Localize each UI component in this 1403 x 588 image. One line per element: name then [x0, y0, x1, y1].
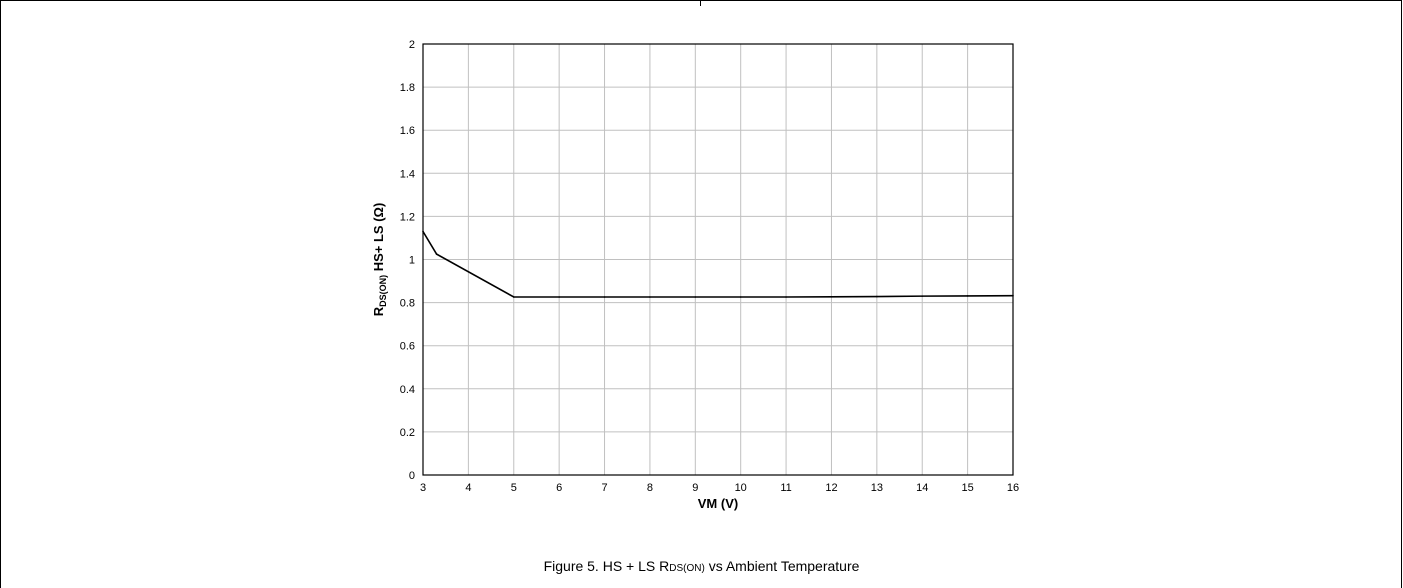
- table-divider: [700, 0, 701, 6]
- series-point: [435, 253, 438, 255]
- caption-suffix: vs Ambient Temperature: [704, 558, 860, 574]
- x-tick-label: 10: [735, 482, 747, 494]
- caption-prefix: Figure 5. HS + LS R: [543, 558, 670, 574]
- grid-layer: [422, 43, 1014, 476]
- series-point: [694, 296, 697, 298]
- series-point: [558, 296, 560, 298]
- x-tick-label: 6: [556, 482, 562, 494]
- x-tick-label: 5: [511, 482, 517, 494]
- ticks-layer: 3 4 5 6 7 8 9 10 11 12 13 14 15 16 0 0.2 0.4 0.6 0.8 1 1.2 1.…: [400, 39, 1019, 494]
- y-tick-label: 1.8: [400, 82, 415, 94]
- y-tick-label: 0: [409, 470, 415, 482]
- x-tick-label: 15: [961, 482, 973, 494]
- y-tick-label: 1: [409, 255, 415, 267]
- x-tick-label: 7: [601, 482, 607, 494]
- y-tick-label: 1.6: [400, 125, 415, 137]
- x-tick-label: 12: [825, 482, 837, 494]
- x-tick-label: 3: [420, 482, 426, 494]
- series-point: [785, 296, 787, 298]
- figure-caption: Figure 5. HS + LS RDS(ON) vs Ambient Tem…: [0, 558, 1403, 574]
- y-tick-label: 0.2: [400, 427, 415, 439]
- x-tick-label: 11: [780, 482, 791, 494]
- x-tick-label: 4: [465, 482, 471, 494]
- y-tick-label: 0.6: [400, 341, 415, 353]
- y-tick-label: 2: [409, 39, 415, 51]
- series-point: [966, 295, 969, 297]
- series-point: [830, 295, 833, 298]
- y-axis-title-main: R: [371, 306, 386, 316]
- series-point: [512, 296, 515, 298]
- plot-frame: [422, 43, 1014, 476]
- y-tick-label: 0.8: [400, 298, 415, 310]
- chart-svg: 3 4 5 6 7 8 9 10 11 12 13 14 15 16 0 0.2 0.4 0.6 0.8 1 1.2 1.…: [371, 39, 1019, 511]
- x-axis-title: VM (V): [698, 496, 738, 511]
- x-tick-label: 13: [871, 482, 883, 494]
- y-axis-title: RDS(ON) HS+ LS (Ω): [371, 203, 388, 317]
- series-point: [649, 296, 651, 298]
- series-layer: [422, 230, 1014, 298]
- x-tick-label: 9: [692, 482, 698, 494]
- series-point: [603, 296, 606, 298]
- series-point: [876, 295, 878, 298]
- series-point: [739, 296, 742, 298]
- caption-subscript: DS(ON): [669, 563, 705, 574]
- y-tick-label: 0.4: [400, 384, 415, 396]
- x-tick-label: 14: [916, 482, 928, 494]
- y-axis-title-sub: DS(ON): [378, 275, 388, 307]
- x-tick-label: 8: [647, 482, 653, 494]
- x-tick-label: 16: [1007, 482, 1019, 494]
- y-tick-label: 1.4: [400, 168, 415, 180]
- series-line: [422, 231, 1014, 298]
- series-point: [921, 295, 924, 297]
- y-tick-label: 1.2: [400, 211, 415, 223]
- y-axis-title-rest: HS+ LS (Ω): [371, 203, 386, 275]
